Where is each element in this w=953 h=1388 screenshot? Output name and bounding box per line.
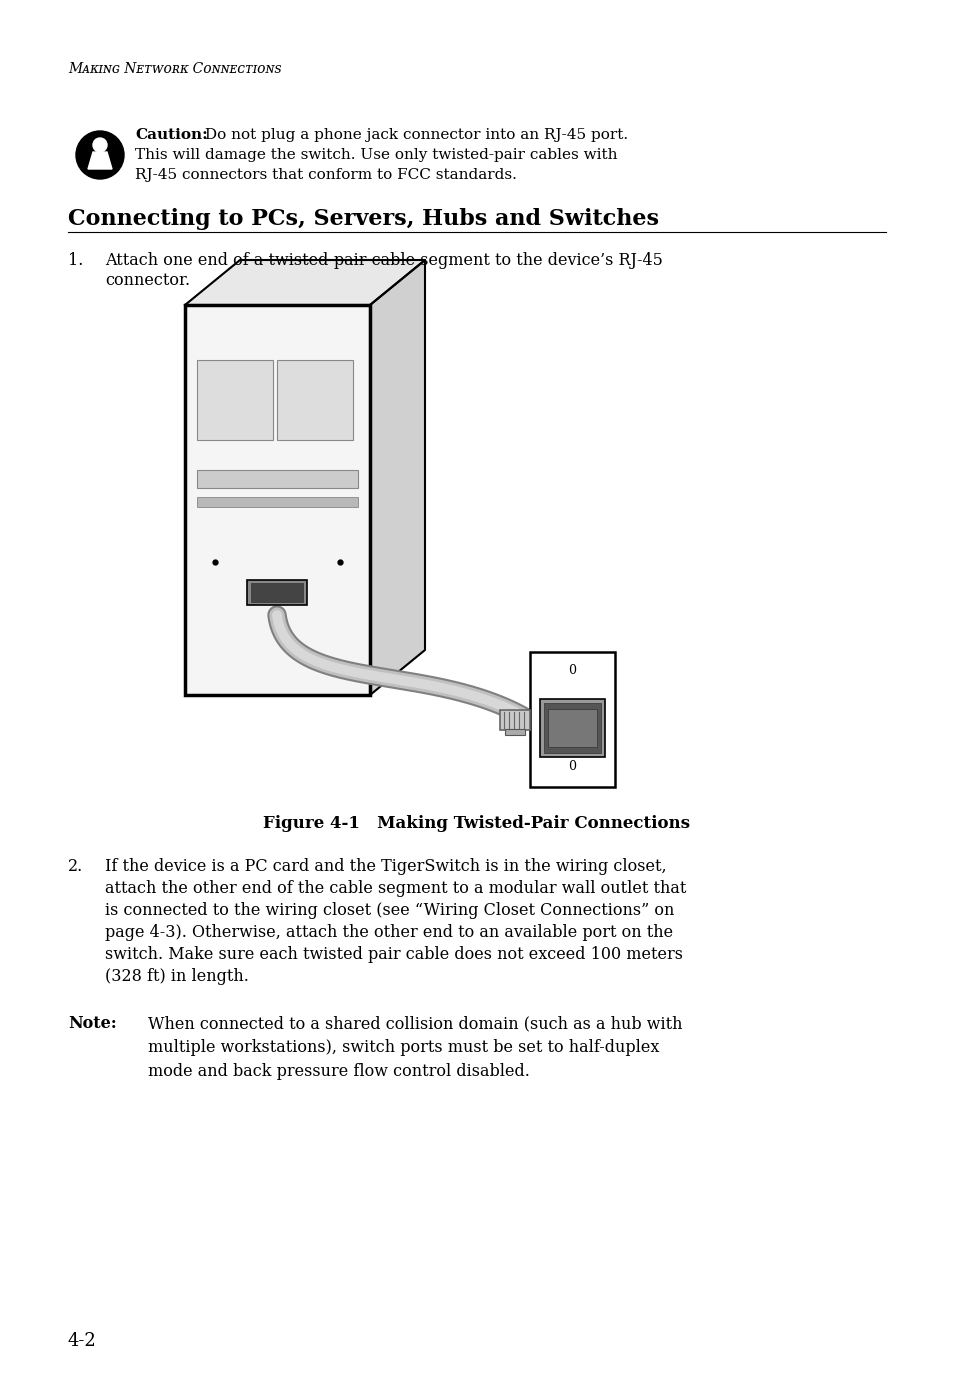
Bar [547, 709, 597, 747]
Text: 2.: 2. [68, 858, 83, 874]
Text: Figure 4-1   Making Twisted-Pair Connections: Figure 4-1 Making Twisted-Pair Connectio… [263, 815, 690, 831]
Bar [185, 305, 370, 695]
Text: connector.: connector. [105, 272, 190, 289]
Bar [530, 652, 615, 787]
Text: Mᴀᴋɪɴɢ Nᴇᴛᴡᴏʀᴋ Cᴏɴɴᴇᴄᴛɪᴏɴs: Mᴀᴋɪɴɢ Nᴇᴛᴡᴏʀᴋ Cᴏɴɴᴇᴄᴛɪᴏɴs [68, 62, 281, 76]
Bar [247, 580, 307, 605]
Polygon shape [185, 260, 424, 305]
Text: mode and back pressure flow control disabled.: mode and back pressure flow control disa… [148, 1063, 529, 1080]
Bar [251, 583, 303, 602]
Circle shape [76, 130, 124, 179]
Text: RJ-45 connectors that conform to FCC standards.: RJ-45 connectors that conform to FCC sta… [135, 168, 517, 182]
Text: Connecting to PCs, Servers, Hubs and Switches: Connecting to PCs, Servers, Hubs and Swi… [68, 208, 659, 230]
Text: (328 ft) in length.: (328 ft) in length. [105, 967, 249, 985]
Text: 1.: 1. [68, 253, 83, 269]
Bar [276, 359, 353, 440]
Text: Caution:: Caution: [135, 128, 208, 142]
Text: Attach one end of a twisted-pair cable segment to the device’s RJ-45: Attach one end of a twisted-pair cable s… [105, 253, 662, 269]
Text: multiple workstations), switch ports must be set to half-duplex: multiple workstations), switch ports mus… [148, 1040, 659, 1056]
Polygon shape [370, 260, 424, 695]
Text: 0: 0 [567, 663, 576, 677]
Text: is connected to the wiring closet (see “Wiring Closet Connections” on: is connected to the wiring closet (see “… [105, 902, 674, 919]
Bar [539, 700, 604, 756]
Text: page 4-3). Otherwise, attach the other end to an available port on the: page 4-3). Otherwise, attach the other e… [105, 924, 673, 941]
Text: switch. Make sure each twisted pair cable does not exceed 100 meters: switch. Make sure each twisted pair cabl… [105, 947, 682, 963]
Polygon shape [88, 153, 112, 169]
Text: 4-2: 4-2 [68, 1332, 96, 1351]
Circle shape [92, 137, 107, 153]
Bar [504, 729, 524, 736]
Bar [196, 497, 357, 507]
Text: 0: 0 [567, 761, 576, 773]
Text: Do not plug a phone jack connector into an RJ-45 port.: Do not plug a phone jack connector into … [200, 128, 627, 142]
Text: attach the other end of the cable segment to a modular wall outlet that: attach the other end of the cable segmen… [105, 880, 685, 897]
Text: This will damage the switch. Use only twisted-pair cables with: This will damage the switch. Use only tw… [135, 149, 617, 162]
Bar [196, 471, 357, 489]
Bar [543, 702, 600, 754]
Bar [499, 711, 530, 730]
Bar [196, 359, 273, 440]
Text: Note:: Note: [68, 1015, 116, 1033]
Text: If the device is a PC card and the TigerSwitch is in the wiring closet,: If the device is a PC card and the Tiger… [105, 858, 666, 874]
Text: When connected to a shared collision domain (such as a hub with: When connected to a shared collision dom… [148, 1015, 681, 1033]
